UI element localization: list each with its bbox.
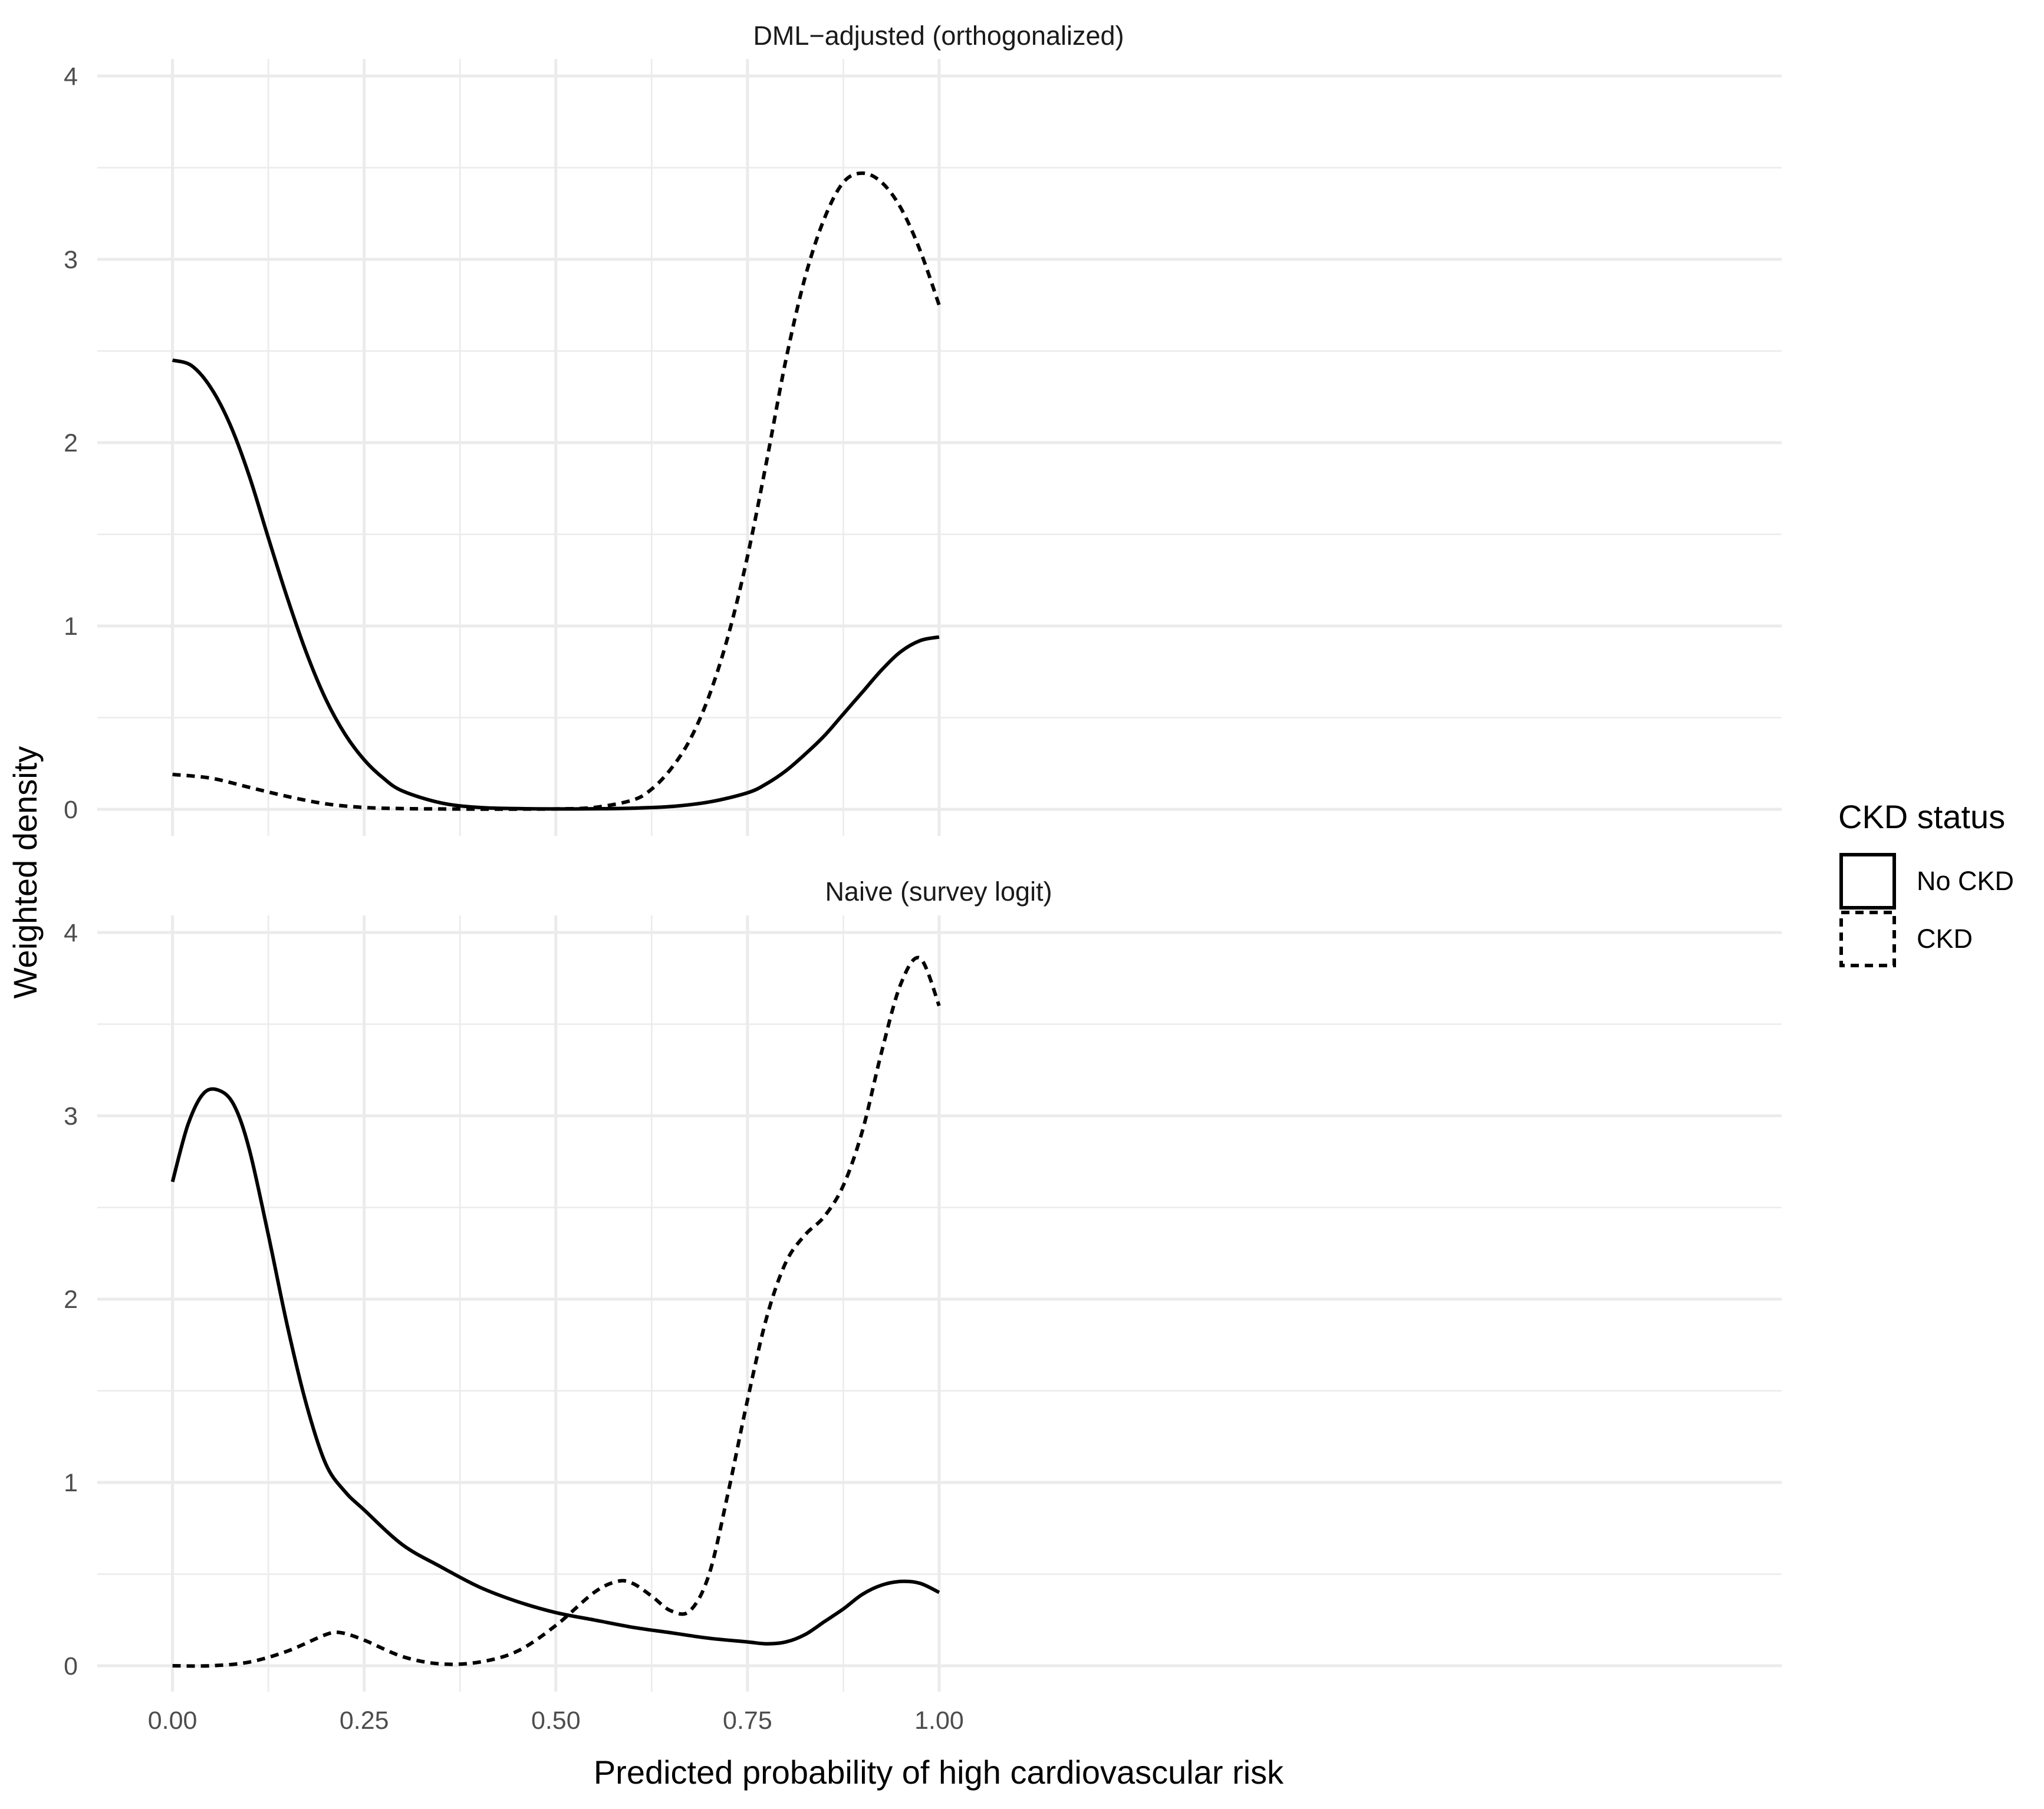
y-tick-label: 2 bbox=[64, 429, 78, 457]
y-tick-label: 0 bbox=[64, 796, 78, 824]
y-tick-label: 4 bbox=[64, 62, 78, 91]
series-line-no-ckd bbox=[172, 358, 940, 811]
y-tick-label: 4 bbox=[64, 919, 78, 947]
y-tick-label: 2 bbox=[64, 1286, 78, 1314]
panel-title: Naive (survey logit) bbox=[825, 877, 1052, 907]
y-tick-label: 1 bbox=[64, 1469, 78, 1497]
legend-label: No CKD bbox=[1917, 866, 2014, 896]
legend-key-dashed bbox=[1839, 911, 1896, 967]
legend-title: CKD status bbox=[1838, 798, 2005, 835]
y-tick-label: 3 bbox=[64, 1102, 78, 1131]
x-axis-title: Predicted probability of high cardiovasc… bbox=[594, 1754, 1284, 1791]
legend-item-ckd: CKD bbox=[1839, 911, 1973, 967]
series-line-no-ckd bbox=[170, 1087, 940, 1646]
x-tick-labels: 0.00 0.25 0.50 0.75 1.00 bbox=[148, 1706, 964, 1735]
y-axis-title: Weighted density bbox=[6, 746, 44, 999]
legend-label: CKD bbox=[1917, 924, 1973, 954]
y-tick-labels: 0 1 2 3 4 bbox=[64, 62, 78, 824]
panel-curves bbox=[172, 171, 941, 811]
legend: CKD status No CKD CKD bbox=[1838, 798, 2014, 967]
legend-key-solid bbox=[1839, 853, 1896, 910]
series-line-ckd bbox=[172, 955, 941, 1668]
panel-naive: Naive (survey logit) 0 1 2 3 4 bbox=[64, 877, 1782, 1692]
x-tick-label: 0.75 bbox=[723, 1706, 772, 1735]
panel-grid bbox=[97, 59, 1782, 836]
y-tick-label: 0 bbox=[64, 1652, 78, 1681]
y-tick-label: 1 bbox=[64, 612, 78, 641]
y-tick-label: 3 bbox=[64, 246, 78, 274]
panel-title: DML−adjusted (orthogonalized) bbox=[753, 21, 1124, 51]
x-tick-label: 1.00 bbox=[914, 1706, 964, 1735]
x-tick-label: 0.00 bbox=[148, 1706, 198, 1735]
x-tick-label: 0.50 bbox=[531, 1706, 581, 1735]
x-tick-label: 0.25 bbox=[340, 1706, 389, 1735]
panel-grid bbox=[97, 915, 1782, 1692]
legend-item-no-ckd: No CKD bbox=[1839, 853, 2014, 910]
panel-dml-adjusted: DML−adjusted (orthogonalized) 0 1 2 3 4 bbox=[64, 21, 1782, 836]
y-tick-labels: 0 1 2 3 4 bbox=[64, 919, 78, 1681]
panel-curves bbox=[170, 955, 941, 1668]
